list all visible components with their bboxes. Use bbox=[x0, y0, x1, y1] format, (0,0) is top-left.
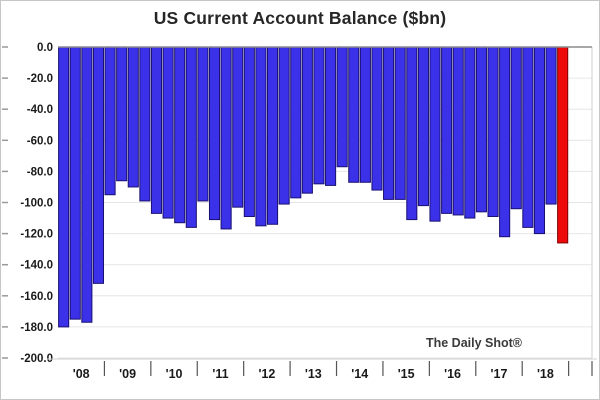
bar bbox=[429, 46, 441, 222]
bar bbox=[232, 46, 244, 208]
bar bbox=[510, 46, 522, 210]
bar bbox=[69, 46, 81, 320]
bar-highlighted bbox=[557, 46, 569, 244]
y-axis-label: 0.0 bbox=[37, 42, 53, 54]
y-axis-label: -180.0 bbox=[20, 322, 53, 334]
bar bbox=[487, 46, 499, 217]
x-axis-year-label: '14 bbox=[351, 367, 368, 381]
x-axis-year-label: '16 bbox=[444, 367, 461, 381]
bar bbox=[266, 46, 279, 225]
bar bbox=[394, 46, 406, 200]
bar bbox=[278, 46, 290, 205]
bar bbox=[464, 46, 476, 219]
x-axis-year-label: '18 bbox=[537, 367, 554, 381]
x-axis-year-label: '09 bbox=[119, 367, 136, 381]
bar bbox=[127, 46, 139, 188]
bar bbox=[313, 46, 325, 185]
bar bbox=[92, 46, 105, 284]
bar bbox=[174, 46, 186, 224]
bar bbox=[475, 46, 487, 213]
x-axis-year-label: '13 bbox=[305, 367, 322, 381]
bar bbox=[359, 46, 371, 183]
bar bbox=[290, 46, 302, 199]
y-axis-label: -200.0 bbox=[20, 353, 53, 365]
bar bbox=[406, 46, 418, 221]
bar bbox=[81, 46, 93, 323]
x-axis-year-label: '11 bbox=[212, 367, 228, 381]
bar bbox=[301, 46, 313, 194]
bar bbox=[499, 46, 511, 238]
bar bbox=[185, 46, 197, 228]
x-axis-year-label: '17 bbox=[491, 367, 508, 381]
y-axis-label: -100.0 bbox=[20, 198, 53, 210]
x-axis-year-label: '15 bbox=[398, 367, 415, 381]
x-axis-year-label: '10 bbox=[166, 367, 183, 381]
y-axis-label: -140.0 bbox=[20, 260, 53, 272]
bar bbox=[162, 46, 174, 219]
bar bbox=[220, 46, 232, 230]
bar bbox=[441, 46, 453, 214]
bar bbox=[533, 46, 546, 235]
bar bbox=[336, 46, 348, 168]
bar bbox=[417, 46, 429, 207]
bar bbox=[197, 46, 209, 202]
watermark: The Daily Shot® bbox=[426, 336, 523, 350]
bar bbox=[139, 46, 151, 202]
bar bbox=[208, 46, 221, 221]
y-axis-label: -20.0 bbox=[27, 73, 53, 85]
y-axis-label: -120.0 bbox=[20, 229, 53, 241]
chart-title: US Current Account Balance ($bn) bbox=[153, 8, 447, 28]
y-axis-label: -80.0 bbox=[27, 166, 53, 178]
bar bbox=[255, 46, 267, 227]
bar bbox=[522, 46, 534, 228]
bar bbox=[348, 46, 360, 183]
bar bbox=[545, 46, 557, 205]
bar bbox=[150, 46, 163, 214]
x-axis-year-label: '12 bbox=[258, 367, 275, 381]
bar bbox=[58, 46, 70, 328]
x-axis-year-label: '08 bbox=[73, 367, 90, 381]
bar bbox=[371, 46, 383, 191]
bar bbox=[325, 46, 337, 186]
bar bbox=[116, 46, 128, 182]
bar bbox=[383, 46, 395, 200]
y-axis-label: -60.0 bbox=[27, 135, 53, 147]
bar bbox=[104, 46, 116, 196]
y-axis-label: -160.0 bbox=[20, 291, 53, 303]
y-axis-label: -40.0 bbox=[27, 104, 53, 116]
bar bbox=[452, 46, 464, 216]
bar bbox=[243, 46, 255, 217]
